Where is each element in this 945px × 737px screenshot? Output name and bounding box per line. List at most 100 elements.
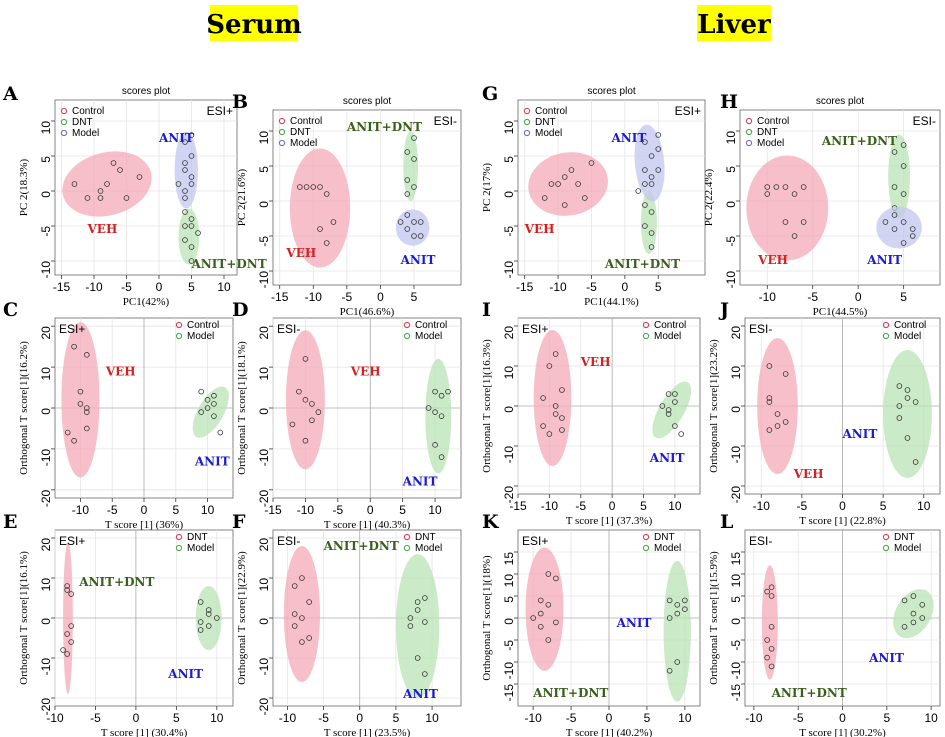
data-point-model [909, 226, 916, 232]
x-tick-label: 5 [393, 711, 400, 725]
data-point-control [548, 181, 555, 187]
group-annotation: ANIT [649, 451, 685, 465]
y-tick-label: -10 [724, 271, 738, 289]
y-tick-label: 5 [724, 166, 738, 173]
data-point-model [204, 405, 211, 411]
x-axis-label: T score [1] (40.3%) [324, 519, 411, 531]
series-ellipse-dnt [283, 546, 320, 682]
y-tick-label: 0 [502, 406, 516, 413]
y-tick-label: -15 [729, 684, 743, 702]
series-ellipse-control [62, 151, 152, 217]
data-point-model [909, 233, 916, 239]
data-point-dnt [891, 149, 898, 155]
y-tick-label: 20 [39, 538, 53, 552]
data-point-model [214, 615, 220, 621]
group-annotation: ANIT [400, 253, 436, 267]
y-tick-label: 0 [502, 618, 516, 625]
legend-label: DNT [72, 117, 93, 128]
y-tick-label: -5 [724, 236, 738, 247]
legend-marker [523, 107, 531, 115]
data-point-control [136, 174, 143, 180]
data-point-dnt [530, 615, 536, 621]
data-point-control [297, 184, 303, 190]
legend-label: Model [415, 543, 442, 554]
y-tick-label: 10 [502, 121, 516, 135]
data-point-dnt [545, 637, 552, 643]
series-ellipse-control [528, 152, 608, 216]
data-point-control [97, 195, 104, 201]
x-axis-label: T score [1] (23.5%) [324, 727, 411, 737]
series-ellipse-model [876, 206, 922, 249]
y-tick-label: 10 [724, 131, 738, 145]
y-tick-label: 20 [729, 326, 743, 340]
data-point-dnt [648, 230, 655, 236]
data-point-model [205, 607, 212, 613]
data-point-dnt [537, 610, 544, 617]
legend-label: Model [187, 331, 214, 342]
legend-label: DNT [415, 532, 436, 543]
data-point-model [197, 619, 204, 625]
group-annotation: VEH [580, 355, 611, 369]
series-ellipse-dnt [403, 131, 419, 201]
y-tick-label: 15 [502, 552, 516, 566]
data-point-model [904, 395, 911, 401]
data-point-control [540, 423, 546, 429]
data-point-model [182, 188, 188, 194]
data-point-dnt [64, 583, 70, 589]
data-point-dnt [642, 202, 648, 208]
legend-label: Model [757, 138, 784, 149]
data-point-dnt [299, 639, 305, 645]
panel-letter: H [720, 91, 738, 113]
x-tick-label: -5 [566, 711, 577, 725]
y-axis-label: PC 2(21.6%) [236, 168, 248, 226]
data-point-dnt [306, 635, 312, 641]
panel-letter: C [3, 299, 18, 321]
legend-label: Model [894, 331, 921, 342]
y-tick-label: 20 [257, 538, 271, 552]
y-tick-label: 10 [39, 121, 53, 135]
data-point-control [302, 356, 309, 362]
data-point-model [197, 599, 204, 605]
data-point-model [912, 399, 919, 405]
data-point-model [182, 160, 188, 166]
y-tick-label: 0 [39, 191, 53, 198]
legend-marker [278, 139, 286, 147]
x-tick-label: -10 [305, 290, 323, 304]
data-point-model [211, 392, 217, 399]
data-point-control [84, 195, 91, 201]
x-tick-label: 0 [367, 503, 374, 517]
legend-label: Control [187, 320, 219, 331]
data-point-control [77, 401, 84, 407]
x-tick-label: 0 [839, 499, 846, 513]
data-point-dnt [764, 654, 770, 661]
data-point-control [559, 387, 565, 393]
data-point-dnt [537, 597, 544, 604]
data-point-dnt [900, 163, 907, 169]
y-tick-label: -5 [502, 226, 516, 237]
data-point-control [104, 181, 110, 187]
x-axis-label: T score [1] (40.2%) [566, 727, 653, 737]
legend-marker [60, 129, 68, 137]
data-point-dnt [68, 623, 74, 629]
data-point-model [407, 615, 414, 621]
data-point-dnt [553, 619, 559, 626]
x-tick-label: 10 [201, 503, 215, 517]
x-tick-label: 0 [855, 290, 862, 304]
data-point-control [541, 195, 548, 201]
data-point-dnt [900, 191, 907, 197]
series-ellipse-dnt [63, 542, 73, 694]
x-tick-label: 5 [900, 290, 907, 304]
legend-marker [60, 118, 68, 126]
data-point-control [782, 419, 789, 425]
data-point-control [561, 202, 568, 208]
data-point-control [123, 195, 130, 201]
legend-label: Control [535, 106, 567, 117]
group-annotation: ANIT [616, 616, 652, 630]
legend-marker [403, 533, 411, 541]
data-point-model [414, 655, 421, 661]
y-tick-label: 5 [502, 156, 516, 163]
x-tick-label: 0 [839, 711, 846, 725]
